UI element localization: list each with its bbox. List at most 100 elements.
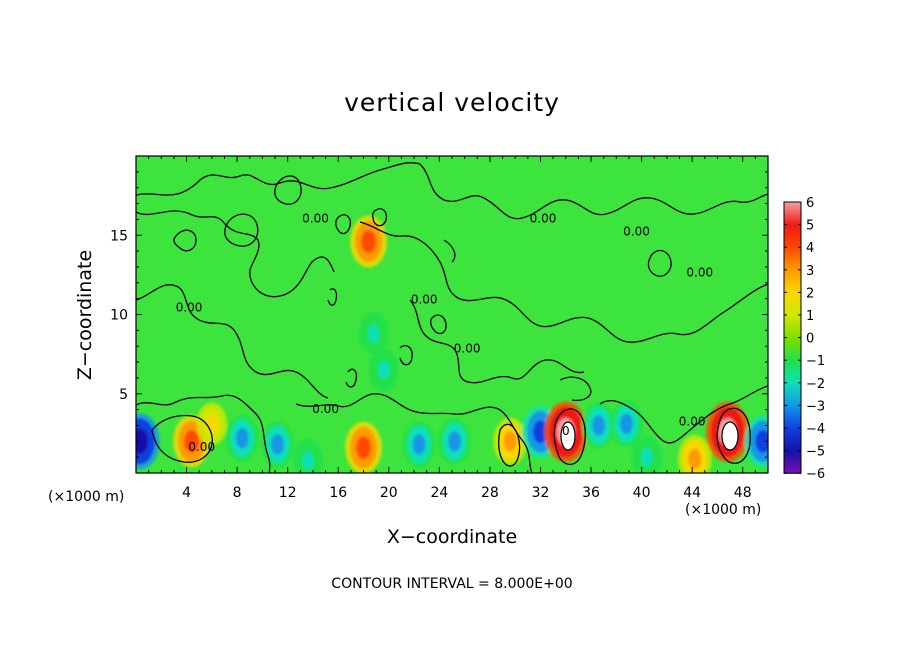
colorbar-segment xyxy=(784,382,801,406)
x-tick-label: 16 xyxy=(329,485,347,501)
contour-label: 0.00 xyxy=(302,212,329,226)
colorbar-segment xyxy=(784,428,801,452)
contour-line xyxy=(372,208,388,227)
colorbar-segment xyxy=(784,405,801,429)
colorbar-segment xyxy=(784,224,801,248)
contour-label: 0.00 xyxy=(530,212,557,226)
colorbar-label: 5 xyxy=(806,219,814,234)
colorbar-segment xyxy=(784,292,801,316)
x-tick-label: 32 xyxy=(532,485,550,501)
contour-line xyxy=(295,393,533,473)
heatmap-cell xyxy=(448,431,462,452)
y-tick-label: 10 xyxy=(110,308,128,324)
contour-line xyxy=(721,421,739,451)
x-tick-label: 28 xyxy=(481,485,499,501)
contour-label: 0.00 xyxy=(679,414,706,428)
colorbar-label: 1 xyxy=(806,309,814,324)
heatmap-cell xyxy=(302,451,314,470)
contour-line xyxy=(498,423,521,467)
x-tick-label: 4 xyxy=(182,485,191,501)
colorbar-segment xyxy=(784,315,801,339)
contour-line xyxy=(136,284,329,399)
heatmap-cell xyxy=(235,427,249,449)
heatmap-cell xyxy=(184,429,199,453)
heatmap-cell xyxy=(361,230,376,254)
contour-label: 0.00 xyxy=(176,300,203,314)
heatmap-cell xyxy=(641,448,653,467)
contour-label: 0 xyxy=(562,424,570,438)
heatmap-cell xyxy=(356,436,371,460)
colorbar-label: −6 xyxy=(806,467,825,482)
heatmap-cell xyxy=(619,413,633,435)
contour-line xyxy=(274,175,302,205)
x-tick-label: 44 xyxy=(683,485,701,501)
contour-label: 0.00 xyxy=(686,265,713,279)
heatmap-cell xyxy=(533,420,548,444)
contour-line xyxy=(173,229,197,252)
contour-line xyxy=(136,210,335,298)
colorbar-label: 0 xyxy=(806,332,814,347)
x-tick-label: 8 xyxy=(233,485,242,501)
colorbar-segment xyxy=(784,360,801,384)
y-axis-label: Z−coordinate xyxy=(74,249,96,381)
heatmap-cell xyxy=(378,360,390,379)
colorbar-label: −3 xyxy=(806,399,825,414)
x-tick-label: 36 xyxy=(582,485,600,501)
contour-line xyxy=(599,385,768,444)
x-unit-right: (×1000 m) xyxy=(685,502,762,518)
colorbar-label: −5 xyxy=(806,445,825,460)
contour-line xyxy=(443,239,456,263)
x-tick-label: 20 xyxy=(380,485,398,501)
colorbar-label: 6 xyxy=(806,196,814,211)
contour-line xyxy=(553,408,586,465)
contour-interval-note: CONTOUR INTERVAL = 8.000E+00 xyxy=(331,576,573,592)
x-unit-left: (×1000 m) xyxy=(48,489,125,505)
x-axis-label: X−coordinate xyxy=(386,526,518,548)
y-tick-label: 5 xyxy=(119,387,128,403)
chart-title: vertical velocity xyxy=(344,88,560,117)
contour-line xyxy=(359,221,768,343)
contour-line xyxy=(136,162,421,196)
contour-line xyxy=(151,414,213,463)
heatmap-cell xyxy=(688,448,702,469)
colorbar-segment xyxy=(784,202,801,226)
contour-line xyxy=(335,214,352,235)
colorbar-label: −2 xyxy=(806,377,825,392)
contour-label: 0.00 xyxy=(623,224,650,238)
colorbar-label: −4 xyxy=(806,422,825,437)
contour-line xyxy=(560,421,576,451)
colorbar-label: 4 xyxy=(806,241,814,256)
y-tick-label: 15 xyxy=(110,228,128,244)
heatmap-cell xyxy=(271,434,285,455)
heatmap-cell xyxy=(412,434,426,455)
heatmap-cell xyxy=(592,415,606,436)
contour-label: 0.00 xyxy=(454,342,481,356)
contour-label: 0.00 xyxy=(411,292,438,306)
x-tick-label: 12 xyxy=(279,485,297,501)
contour-line xyxy=(647,249,672,277)
contour-line xyxy=(559,376,592,402)
contour-line xyxy=(136,394,271,473)
contour-line xyxy=(224,213,259,247)
heatmap-cell xyxy=(368,324,380,343)
contour-label: 0.00 xyxy=(312,402,339,416)
contour-line xyxy=(345,368,358,388)
colorbar-segment xyxy=(784,450,801,474)
contour-line xyxy=(419,163,768,220)
x-tick-label: 40 xyxy=(633,485,651,501)
colorbar-segment xyxy=(784,337,801,361)
colorbar-segment xyxy=(784,247,801,271)
contour-line xyxy=(716,407,751,464)
contour-line xyxy=(430,314,447,335)
heatmap-cell xyxy=(206,414,218,433)
x-tick-label: 24 xyxy=(430,485,448,501)
colorbar-label: 3 xyxy=(806,264,814,279)
colorbar-segment xyxy=(784,269,801,293)
contour-line xyxy=(399,344,413,366)
contour-line xyxy=(409,299,585,384)
heatmap-cell xyxy=(136,428,149,454)
contour-label: 0.00 xyxy=(188,440,215,454)
heatmap-cell xyxy=(503,431,517,452)
contour-line xyxy=(327,288,338,306)
